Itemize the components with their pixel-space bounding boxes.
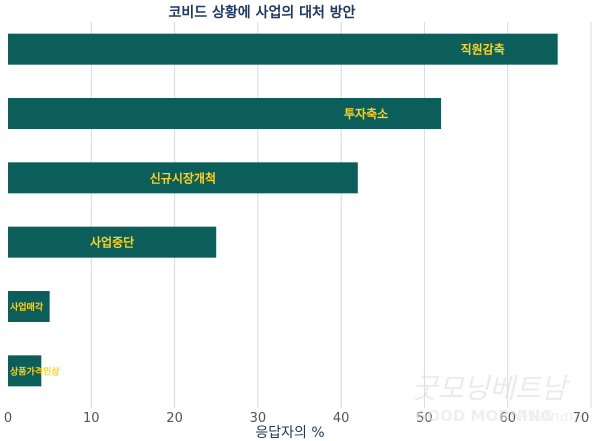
bar-label: 사업중단 <box>90 235 134 250</box>
bar-label: 상품가격인상 <box>10 365 60 377</box>
bar <box>8 291 50 322</box>
x-axis-ticks: 0 10 20 30 40 50 60 70 <box>4 411 589 426</box>
bar <box>8 33 558 65</box>
chart-title: 코비드 상황에 사업의 대처 방안 <box>169 4 356 21</box>
x-tick-label: 60 <box>499 411 516 426</box>
x-axis-label: 응답자의 % <box>255 425 324 441</box>
x-tick-label: 30 <box>250 411 267 426</box>
x-tick-label: 20 <box>166 411 183 426</box>
bar <box>8 355 42 387</box>
bar-label: 사업매각 <box>10 301 44 313</box>
bar-label: 투자축소 <box>344 106 388 121</box>
bar-label: 신규시장개척 <box>150 170 216 185</box>
watermark-latin: GOOD MORNING <box>415 407 553 425</box>
x-tick-label: 70 <box>573 411 590 426</box>
x-tick-label: 40 <box>333 411 350 426</box>
x-tick-label: 50 <box>416 411 433 426</box>
bar <box>8 226 217 258</box>
bar <box>8 162 358 194</box>
grid-lines <box>90 22 592 408</box>
watermark-korean: 굿모닝베트남 <box>412 372 571 405</box>
watermark: 굿모닝베트남 GOOD MORNING Vietnam <box>412 372 583 425</box>
watermark-script: Vietnam <box>520 407 583 425</box>
bar-label: 직원감축 <box>461 42 505 57</box>
x-tick-label: 10 <box>83 411 100 426</box>
x-tick-label: 0 <box>4 411 12 426</box>
bar <box>8 98 442 129</box>
